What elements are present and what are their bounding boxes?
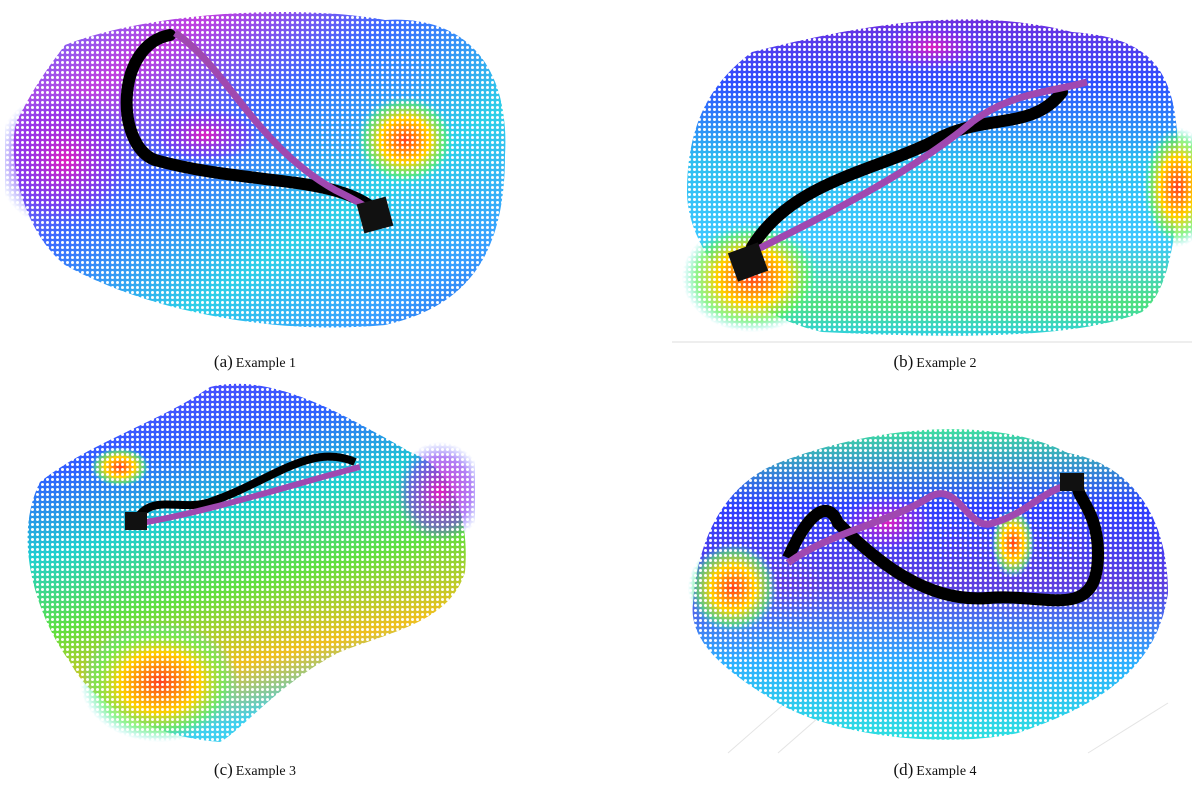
caption: (c)Example 3 xyxy=(55,760,455,780)
caption: (b)Example 2 xyxy=(735,352,1135,372)
caption: (a)Example 1 xyxy=(55,352,455,372)
point-cloud-image xyxy=(672,12,1192,347)
caption-text: Example 3 xyxy=(236,764,296,779)
caption-label: (a) xyxy=(214,352,233,371)
figure-page: (a)Example 1 (b)Example 2 (c)Example 3 (… xyxy=(0,0,1194,790)
point-cloud-image xyxy=(10,372,475,747)
caption-label: (c) xyxy=(214,760,233,779)
caption-text: Example 4 xyxy=(916,764,976,779)
caption-text: Example 2 xyxy=(916,356,976,371)
point-cloud-image xyxy=(688,413,1178,758)
caption-label: (d) xyxy=(893,760,913,779)
caption-text: Example 1 xyxy=(236,356,296,371)
point-cloud-image xyxy=(5,5,515,340)
caption-label: (b) xyxy=(893,352,913,371)
caption: (d)Example 4 xyxy=(735,760,1135,780)
